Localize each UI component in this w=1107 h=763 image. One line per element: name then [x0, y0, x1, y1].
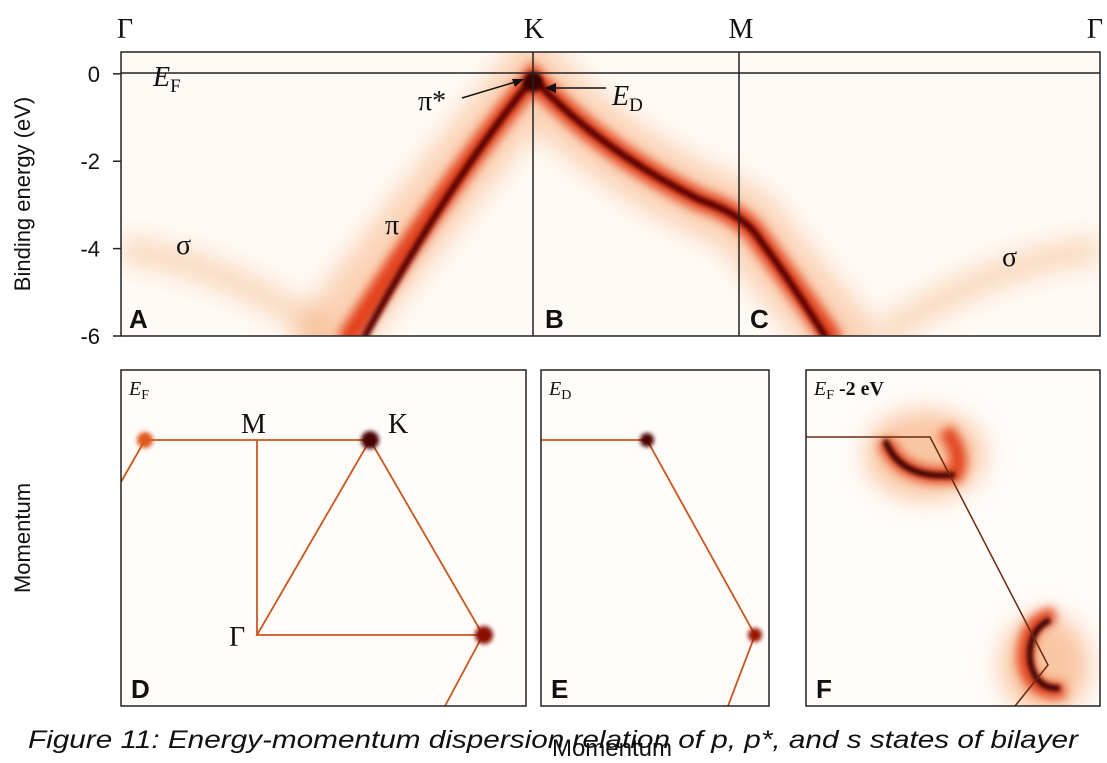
panel-label: E: [551, 674, 568, 704]
label-main: E: [152, 62, 170, 93]
spot: [137, 432, 153, 448]
k-point: Γ: [1087, 14, 1103, 45]
label-sub: D: [561, 388, 571, 403]
y-tick-label: -2: [80, 149, 100, 174]
label-main: E: [128, 378, 141, 400]
label-sub: F: [826, 388, 834, 403]
label-sub: D: [629, 95, 643, 116]
label-main: E: [548, 378, 561, 400]
arpes-map: [121, 52, 1100, 336]
y-tick-label: -4: [80, 237, 100, 262]
k-point: M: [729, 14, 754, 45]
label-sub: F: [170, 76, 181, 97]
energy-label: EF -2 eV: [813, 378, 885, 403]
figure: 0-2-4-6 Binding energy (eV) Γ K M Γ EF π…: [0, 0, 1107, 763]
annotation: σ: [176, 230, 191, 261]
point-label: M: [241, 409, 266, 440]
annotation: π*: [418, 86, 446, 117]
y-axis: 0 -2 -4 -6: [80, 62, 121, 349]
panel-label: F: [816, 674, 832, 704]
y-tick-label: 0: [88, 62, 100, 87]
y-axis-label: Binding energy (eV): [10, 97, 35, 291]
y-axis-label: Momentum: [10, 483, 35, 593]
caption: Figure 11: Energy-momentum dispersion re…: [28, 726, 1080, 754]
spot: [475, 626, 493, 644]
annotation: π: [385, 210, 399, 241]
panel-label: B: [545, 304, 564, 334]
spot: [748, 628, 762, 642]
spot: [361, 431, 379, 449]
panel-label: A: [129, 304, 148, 334]
annotation: σ: [1002, 242, 1017, 273]
label-sub: F: [141, 388, 149, 403]
panel-label: C: [750, 304, 769, 334]
spot: [640, 433, 654, 447]
k-point: K: [524, 14, 544, 45]
y-tick-label: -6: [80, 324, 100, 349]
point-label: Γ: [229, 622, 245, 653]
panel-label: D: [131, 674, 150, 704]
label-main: E: [611, 81, 629, 112]
label-main: E: [813, 378, 826, 400]
label-rest: -2 eV: [834, 378, 885, 400]
point-label: K: [388, 409, 408, 440]
k-point: Γ: [117, 14, 133, 45]
